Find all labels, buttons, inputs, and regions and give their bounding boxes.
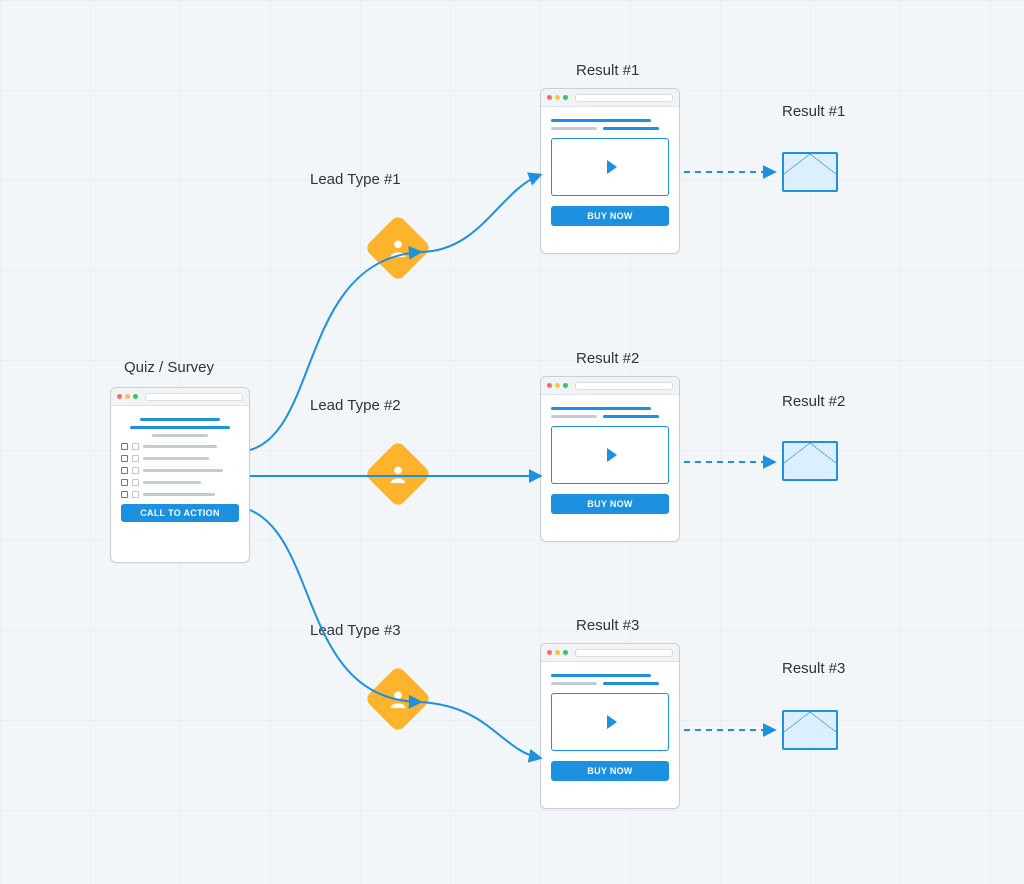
play-icon	[607, 160, 617, 174]
checkbox-icon	[132, 467, 139, 474]
result-label: Result #3	[576, 617, 639, 634]
checkbox-icon	[121, 467, 128, 474]
checkbox-icon	[121, 455, 128, 462]
result-body: BUY NOW	[541, 662, 679, 791]
header-line	[140, 418, 220, 421]
result-subline	[603, 682, 659, 685]
browser-chrome	[541, 89, 679, 107]
quiz-header-lines	[121, 418, 239, 437]
lead-diamond	[364, 665, 432, 733]
person-icon	[387, 688, 409, 710]
window-dot-yellow	[555, 650, 560, 655]
email-result-label: Result #1	[782, 103, 845, 120]
lead-type-label: Lead Type #3	[310, 622, 401, 639]
result-headline	[551, 674, 651, 677]
result-sublines	[551, 682, 669, 685]
option-line	[143, 493, 215, 496]
window-dot-red	[547, 650, 552, 655]
buy-button[interactable]: BUY NOW	[551, 761, 669, 781]
browser-chrome	[541, 377, 679, 395]
result-subline	[551, 127, 597, 130]
quiz-option-row	[121, 455, 239, 462]
play-icon	[607, 715, 617, 729]
buy-button[interactable]: BUY NOW	[551, 494, 669, 514]
window-dot-yellow	[555, 95, 560, 100]
play-icon	[607, 448, 617, 462]
result-headline	[551, 407, 651, 410]
window-dot-red	[547, 95, 552, 100]
result-window: BUY NOW	[540, 88, 680, 254]
header-subline	[152, 434, 208, 437]
result-subline	[603, 127, 659, 130]
person-icon	[387, 237, 409, 259]
checkbox-icon	[132, 455, 139, 462]
buy-button[interactable]: BUY NOW	[551, 206, 669, 226]
window-dot-yellow	[125, 394, 130, 399]
header-line	[130, 426, 230, 429]
result-window: BUY NOW	[540, 643, 680, 809]
diagram-stage: Quiz / Survey	[0, 0, 1024, 884]
window-dot-green	[563, 383, 568, 388]
result-body: BUY NOW	[541, 107, 679, 236]
checkbox-icon	[132, 491, 139, 498]
window-dot-green	[133, 394, 138, 399]
quiz-option-row	[121, 479, 239, 486]
address-bar	[575, 382, 673, 390]
option-line	[143, 445, 217, 448]
quiz-option-row	[121, 467, 239, 474]
quiz-body: CALL TO ACTION	[111, 406, 249, 532]
checkbox-icon	[121, 443, 128, 450]
checkbox-icon	[121, 479, 128, 486]
lead-diamond	[364, 440, 432, 508]
result-window: BUY NOW	[540, 376, 680, 542]
email-result-label: Result #3	[782, 660, 845, 677]
browser-chrome	[541, 644, 679, 662]
window-dot-red	[547, 383, 552, 388]
option-line	[143, 481, 201, 484]
envelope-icon	[782, 441, 838, 481]
checkbox-icon	[132, 443, 139, 450]
quiz-window: CALL TO ACTION	[110, 387, 250, 563]
window-dot-red	[117, 394, 122, 399]
address-bar	[145, 393, 243, 401]
lead-type-label: Lead Type #2	[310, 397, 401, 414]
option-line	[143, 469, 223, 472]
quiz-label: Quiz / Survey	[124, 359, 214, 376]
address-bar	[575, 94, 673, 102]
checkbox-icon	[121, 491, 128, 498]
quiz-rows	[121, 443, 239, 498]
lead-diamond	[364, 214, 432, 282]
checkbox-icon	[132, 479, 139, 486]
quiz-option-row	[121, 443, 239, 450]
result-sublines	[551, 415, 669, 418]
video-placeholder[interactable]	[551, 426, 669, 484]
video-placeholder[interactable]	[551, 693, 669, 751]
window-dot-green	[563, 95, 568, 100]
envelope-icon	[782, 152, 838, 192]
cta-button[interactable]: CALL TO ACTION	[121, 504, 239, 522]
window-dot-green	[563, 650, 568, 655]
address-bar	[575, 649, 673, 657]
result-subline	[603, 415, 659, 418]
email-result-label: Result #2	[782, 393, 845, 410]
result-sublines	[551, 127, 669, 130]
result-body: BUY NOW	[541, 395, 679, 524]
result-label: Result #1	[576, 62, 639, 79]
envelope-icon	[782, 710, 838, 750]
window-dot-yellow	[555, 383, 560, 388]
browser-chrome	[111, 388, 249, 406]
result-headline	[551, 119, 651, 122]
person-icon	[387, 463, 409, 485]
quiz-option-row	[121, 491, 239, 498]
result-label: Result #2	[576, 350, 639, 367]
result-subline	[551, 415, 597, 418]
result-subline	[551, 682, 597, 685]
lead-type-label: Lead Type #1	[310, 171, 401, 188]
option-line	[143, 457, 209, 460]
video-placeholder[interactable]	[551, 138, 669, 196]
